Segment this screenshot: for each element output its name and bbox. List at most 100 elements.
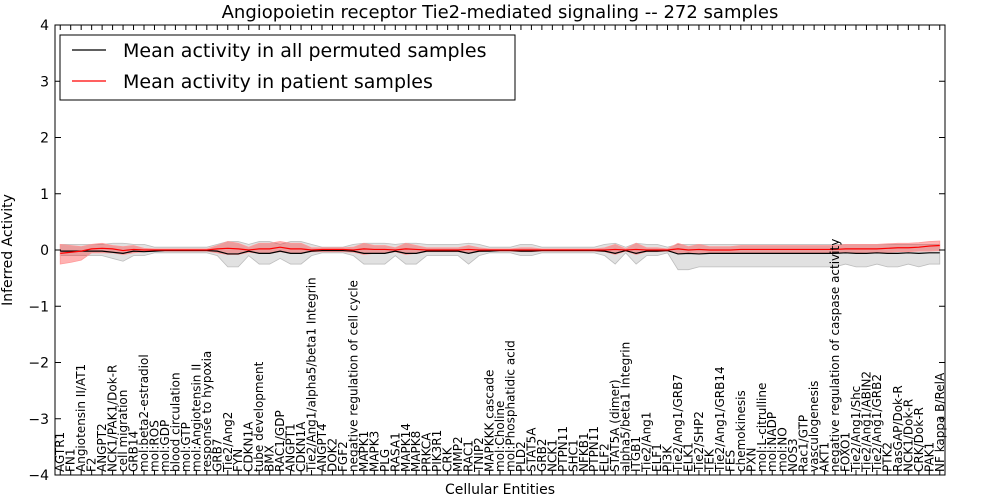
- legend-box: [59, 34, 516, 101]
- y-tick-label: −3: [28, 412, 49, 428]
- x-tick-label: STAT5A: [524, 427, 538, 472]
- x-tick-label: NCK1: [545, 439, 559, 472]
- x-tick-label: PRKCA: [420, 432, 434, 472]
- x-tick-label: alpha5/beta1 Integrin: [619, 342, 633, 472]
- y-tick-label: −4: [28, 468, 49, 484]
- x-tick-label: Tie2/SHP2: [692, 411, 706, 473]
- x-tick-label: PAK1: [922, 442, 936, 472]
- x-tick-label: NOS3: [786, 438, 800, 472]
- x-tick-label: ITGB1: [629, 436, 643, 472]
- x-tick-label: MAPK14: [399, 423, 413, 472]
- x-tick-label: cell migration: [116, 390, 130, 472]
- x-tick-label: Tie2/Ang1/GRB2: [870, 374, 884, 473]
- x-tick-label: FN1: [64, 448, 78, 472]
- x-tick-label: PXN: [744, 448, 758, 472]
- x-tick-label: ELF1: [650, 443, 664, 472]
- x-tick-label: mol:L-citrulline: [755, 383, 769, 472]
- x-tick-label: PTPN11: [556, 426, 570, 472]
- x-tick-label: BMX: [263, 445, 277, 472]
- x-tick-label: GRB7: [210, 438, 224, 472]
- x-tick-label: ANGPT1: [284, 423, 298, 472]
- x-tick-label: RASA1: [388, 432, 402, 472]
- x-tick-label: PIK3R1: [430, 430, 444, 472]
- legend: Mean activity in all permuted samples Me…: [59, 34, 516, 101]
- x-tick-label: NFKB1: [577, 432, 591, 472]
- x-tick-label: vasculogenesis: [807, 381, 821, 472]
- x-tick-label: MAPK8: [409, 431, 423, 472]
- x-tick-label: chemokinesis: [734, 390, 748, 472]
- x-tick-label: negative regulation of caspase activity: [828, 239, 842, 472]
- x-tick-label: CDKN1A: [242, 421, 256, 472]
- line-patient: [60, 244, 940, 254]
- legend-label-permuted: Mean activity in all permuted samples: [123, 40, 486, 62]
- x-tick-label: FOXO1: [839, 432, 853, 472]
- x-tick-label: ANGPT4: [315, 423, 329, 472]
- x-tick-label: Tie2/Ang1/GRB7: [671, 374, 685, 473]
- x-tick-label: RAC1: [462, 440, 476, 472]
- x-tick-label: mol:NADP: [765, 412, 779, 472]
- x-tick-label: DOK2: [325, 438, 339, 472]
- x-tick-label: TEK: [702, 448, 716, 473]
- x-tick-label: NCK1/Dok-R: [901, 399, 915, 472]
- y-tick-label: 2: [40, 131, 49, 147]
- x-tick-label: mol:NO: [776, 427, 790, 472]
- x-tick-label: ELK1: [681, 442, 695, 472]
- x-tick-label: Tie2/Ang1: [640, 412, 654, 473]
- x-tick-label: STAT5A (dimer): [608, 379, 622, 472]
- x-tick-label: FES: [723, 450, 737, 472]
- y-axis-label: Inferred Activity: [0, 194, 16, 306]
- x-tick-label: TNIP2: [472, 437, 486, 473]
- x-tick-label: AKT1: [818, 442, 832, 472]
- y-tick-label: −1: [28, 299, 49, 315]
- x-tick-label: SHC1: [566, 439, 580, 472]
- x-tick-label: CDKN1A: [294, 421, 308, 472]
- x-tick-label: mol:GDP: [158, 420, 172, 472]
- y-tick-label: 0: [40, 243, 49, 259]
- x-tick-label: Rac1/GTP: [797, 415, 811, 472]
- y-tick-label: −2: [28, 356, 49, 372]
- x-tick-label: Tie2/Ang2: [221, 412, 235, 473]
- y-tick-label: 3: [40, 74, 49, 90]
- x-tick-label: Tie2/Ang1/ABIN2: [859, 371, 873, 473]
- x-tick-label: PLG: [378, 449, 392, 472]
- x-tick-label: F2: [85, 457, 99, 472]
- x-tick-label: GRB14: [127, 431, 141, 472]
- x-tick-label: PTPN11: [587, 426, 601, 472]
- x-tick-label: mol:Choline: [493, 401, 507, 472]
- x-tick-label: blood circulation: [168, 372, 182, 472]
- x-tick-label: response to hypoxia: [200, 351, 214, 472]
- x-tick-label: mol:beta2-estradiol: [137, 354, 151, 472]
- x-tick-label: PLD2: [514, 441, 528, 472]
- x-tick-label: AGTR1: [53, 432, 67, 472]
- band-permuted: [59, 241, 941, 271]
- x-tick-label: Tie2/Ang1/GRB14: [713, 366, 727, 473]
- y-tick-label: 1: [40, 187, 49, 203]
- legend-label-patient: Mean activity in patient samples: [123, 71, 433, 93]
- x-tick-label: FYN: [231, 449, 245, 472]
- x-tick-label: CRK/Dok-R: [912, 407, 926, 472]
- x-tick-label: PTK2: [880, 442, 894, 472]
- x-tick-label: RasGAP/Dok-R: [891, 385, 905, 472]
- x-tick-label: MAPK3: [367, 431, 381, 472]
- x-tick-label: tube development: [252, 361, 266, 472]
- x-tick-label: mol:GTP: [179, 422, 193, 472]
- x-tick-label: mol:Angiotensin II: [189, 364, 203, 472]
- x-tick-label: Angiotensin II/AT1: [74, 364, 88, 472]
- y-tick-label: 4: [40, 18, 49, 34]
- x-tick-label: Tie2/Ang1/Shc: [849, 386, 863, 473]
- x-tick-label: MAPKKK cascade: [483, 370, 497, 472]
- x-tick-label: Tie2/Ang1/alpha5/beta1 Integrin: [305, 277, 319, 473]
- x-tick-label: GRB2: [535, 438, 549, 472]
- x-axis-label: Cellular Entities: [445, 482, 555, 498]
- x-tick-label: mol:Phosphatidic acid: [503, 340, 517, 472]
- chart-title: Angiopoietin receptor Tie2-mediated sign…: [222, 2, 779, 23]
- x-tick-label: PI3K: [661, 445, 675, 472]
- x-tick-label: MAPK1: [357, 431, 371, 472]
- x-tick-label: ANGPT2: [95, 423, 109, 472]
- x-tick-label: mol:ROS: [147, 420, 161, 472]
- plot-frame: [54, 24, 946, 476]
- x-tick-label: NCK1/PAK1/Dok-R: [106, 365, 120, 472]
- x-tick-label: CRK: [441, 446, 455, 472]
